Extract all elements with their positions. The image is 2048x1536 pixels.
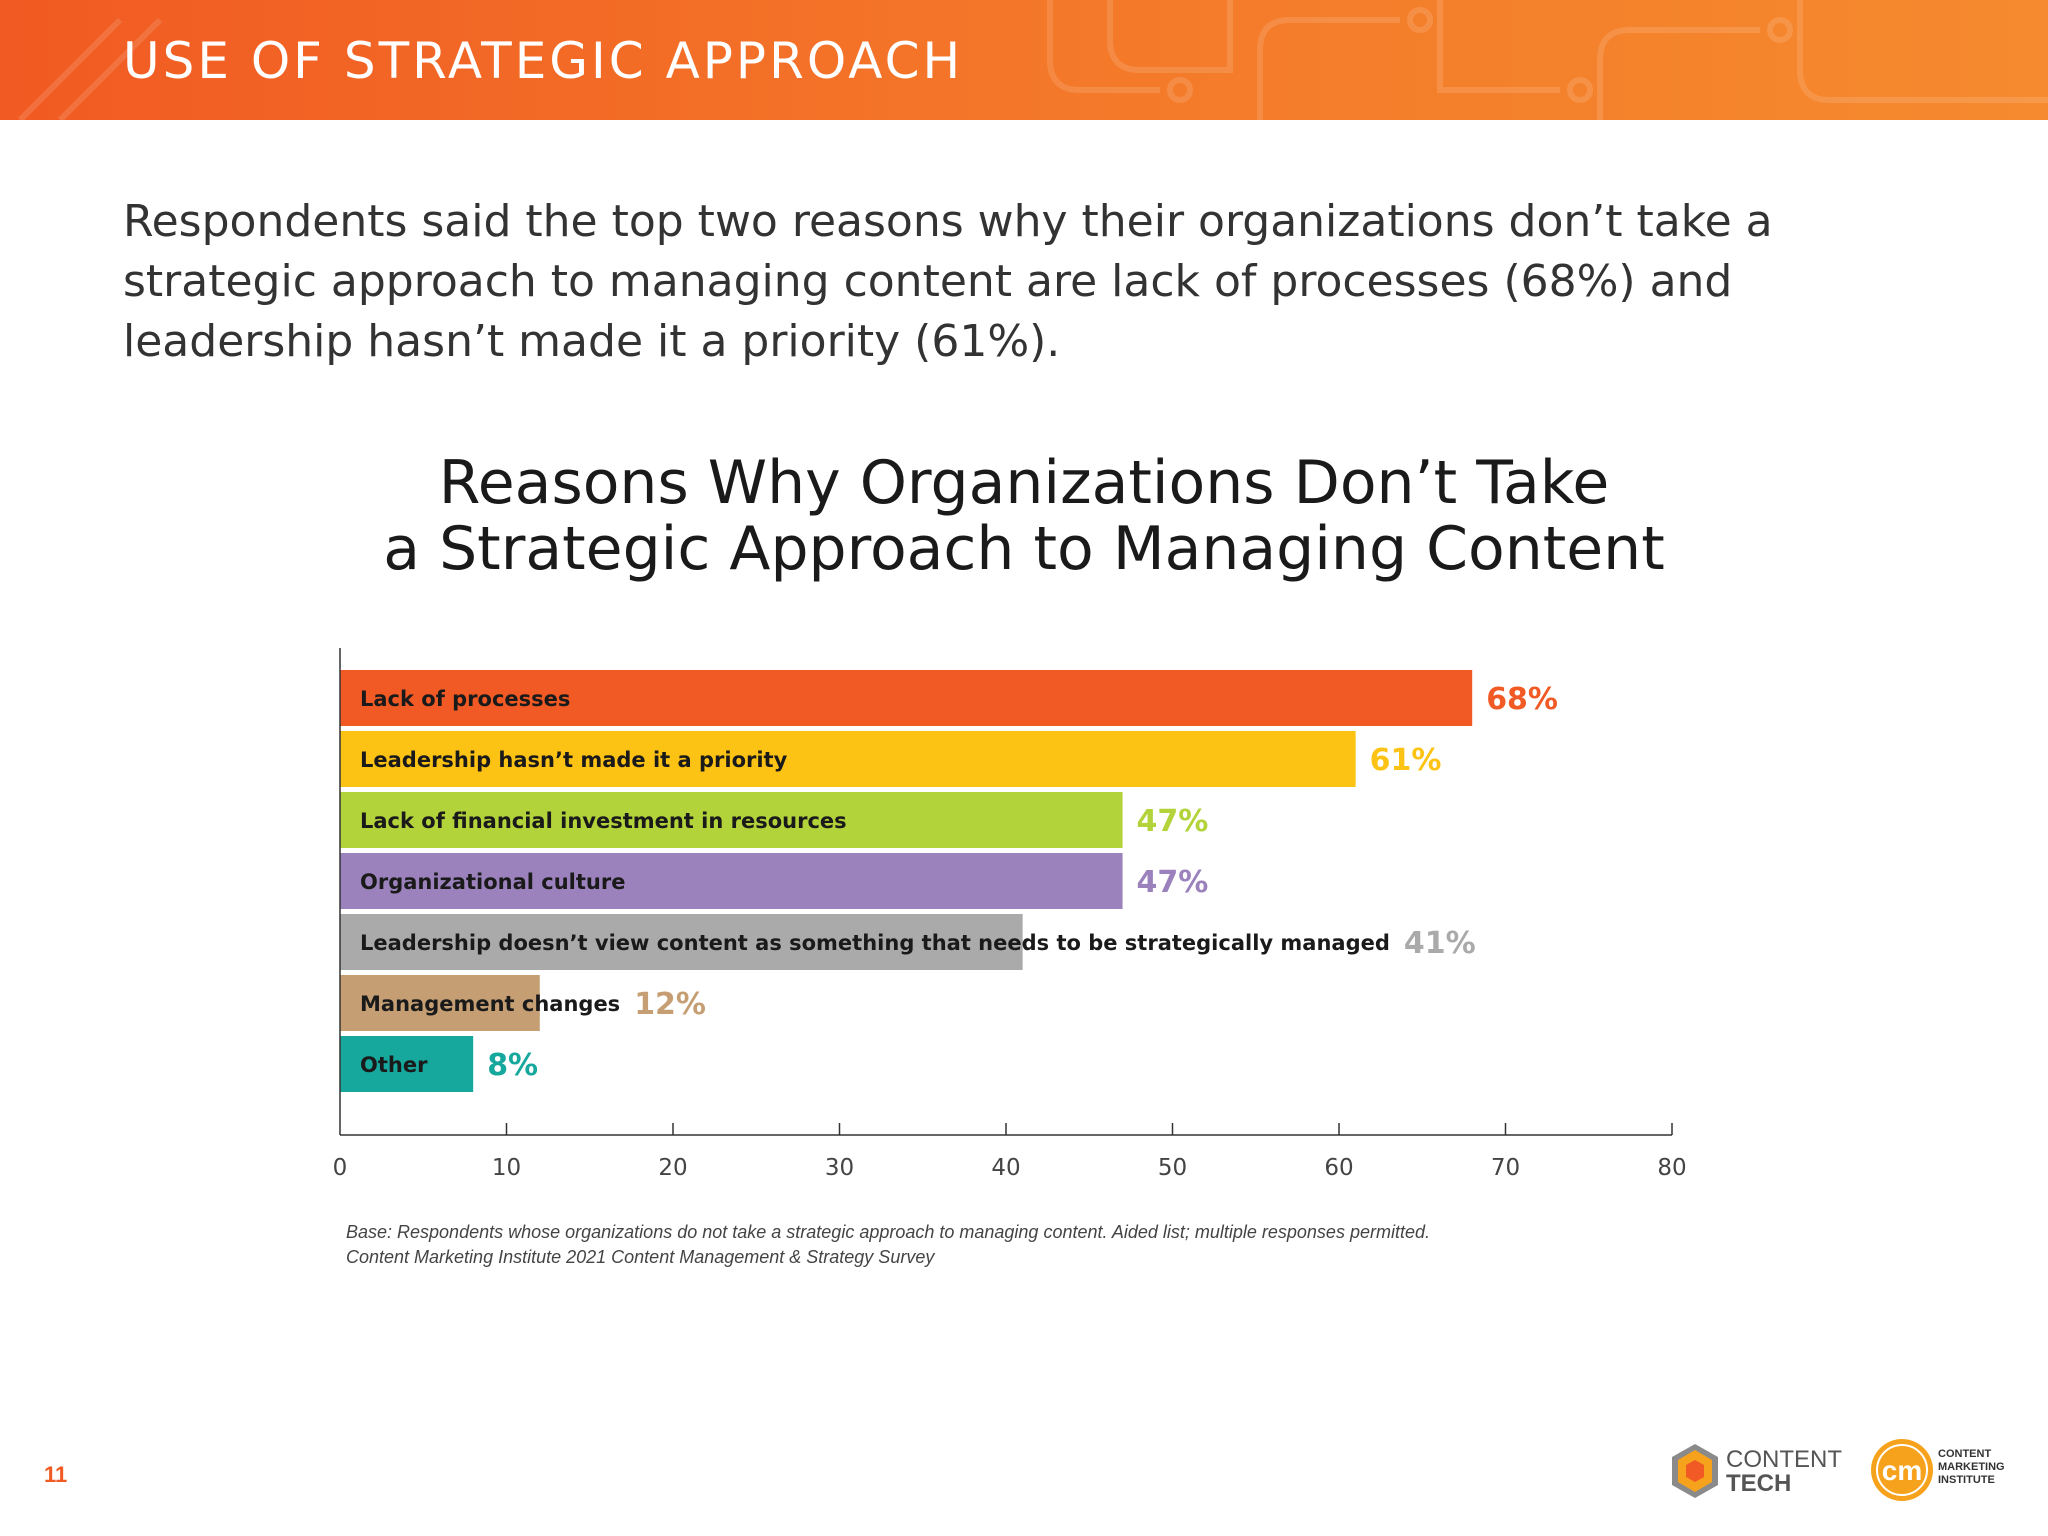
footnote: Base: Respondents whose organizations do… xyxy=(346,1220,1430,1270)
value-label-3: 47% xyxy=(1137,804,1209,839)
cmi-logo: cm CONTENT MARKETING INSTITUTE xyxy=(1868,1436,2038,1512)
x-tick-label-20: 20 xyxy=(658,1155,687,1181)
bar-label-6: Management changes xyxy=(360,992,620,1016)
header-banner: USE OF STRATEGIC APPROACH xyxy=(0,0,2048,120)
chart-title-line-1: Reasons Why Organizations Don’t Take xyxy=(438,448,1610,518)
bar-3 xyxy=(340,792,1123,848)
bar-7 xyxy=(340,1036,474,1092)
bar-label-3: Lack of financial investment in resource… xyxy=(360,809,847,833)
value-label-1: 68% xyxy=(1486,682,1558,717)
intro-paragraph: Respondents said the top two reasons why… xyxy=(123,196,1773,367)
chart-title: Reasons Why Organizations Don’t Take a S… xyxy=(0,450,2048,582)
content-tech-line-1: CONTENT xyxy=(1726,1446,1842,1473)
content-tech-hex-icon xyxy=(1672,1444,1718,1498)
x-tick-label-70: 70 xyxy=(1491,1155,1520,1181)
footnote-source: Content Marketing Institute 2021 Content… xyxy=(346,1247,935,1267)
x-tick-label-30: 30 xyxy=(825,1155,854,1181)
bar-5 xyxy=(340,914,1023,970)
value-label-4: 47% xyxy=(1137,865,1209,900)
bar-label-2: Leadership hasn’t made it a priority xyxy=(360,748,788,772)
chart-title-line-2: a Strategic Approach to Managing Content xyxy=(383,514,1665,584)
value-label-7: 8% xyxy=(487,1048,538,1083)
x-tick-label-0: 0 xyxy=(333,1155,348,1181)
x-tick-label-50: 50 xyxy=(1158,1155,1187,1181)
footnote-base: Base: Respondents whose organizations do… xyxy=(346,1222,1430,1242)
bar-label-7: Other xyxy=(360,1053,428,1077)
cmi-line-3: INSTITUTE xyxy=(1938,1474,1995,1486)
x-tick-label-80: 80 xyxy=(1657,1155,1686,1181)
x-tick-label-10: 10 xyxy=(492,1155,521,1181)
cmi-line-1: CONTENT xyxy=(1938,1448,1992,1460)
value-label-6: 12% xyxy=(634,987,706,1022)
bar-4 xyxy=(340,853,1123,909)
x-tick-label-40: 40 xyxy=(991,1155,1020,1181)
bar-label-5: Leadership doesn’t view content as somet… xyxy=(360,931,1390,955)
bar-label-1: Lack of processes xyxy=(360,687,570,711)
cmi-wordmark: CONTENT MARKETING INSTITUTE xyxy=(1938,1448,2005,1487)
page-number: 11 xyxy=(44,1462,68,1487)
cmi-circle-icon: cm xyxy=(1871,1439,1933,1501)
bar-label-4: Organizational culture xyxy=(360,870,625,894)
content-tech-line-2: TECH xyxy=(1726,1470,1792,1497)
x-tick-label-60: 60 xyxy=(1324,1155,1353,1181)
bar-6 xyxy=(340,975,540,1031)
cmi-mark-text: cm xyxy=(1882,1455,1922,1486)
content-tech-logo: CONTENT TECH xyxy=(1664,1440,1849,1506)
value-label-2: 61% xyxy=(1370,743,1442,778)
cmi-line-2: MARKETING xyxy=(1938,1461,2005,1473)
value-label-5: 41% xyxy=(1404,926,1476,961)
bar-2 xyxy=(340,731,1356,787)
page-heading: USE OF STRATEGIC APPROACH xyxy=(123,32,964,90)
circuit-pattern xyxy=(17,0,2048,120)
bar-1 xyxy=(340,670,1473,726)
